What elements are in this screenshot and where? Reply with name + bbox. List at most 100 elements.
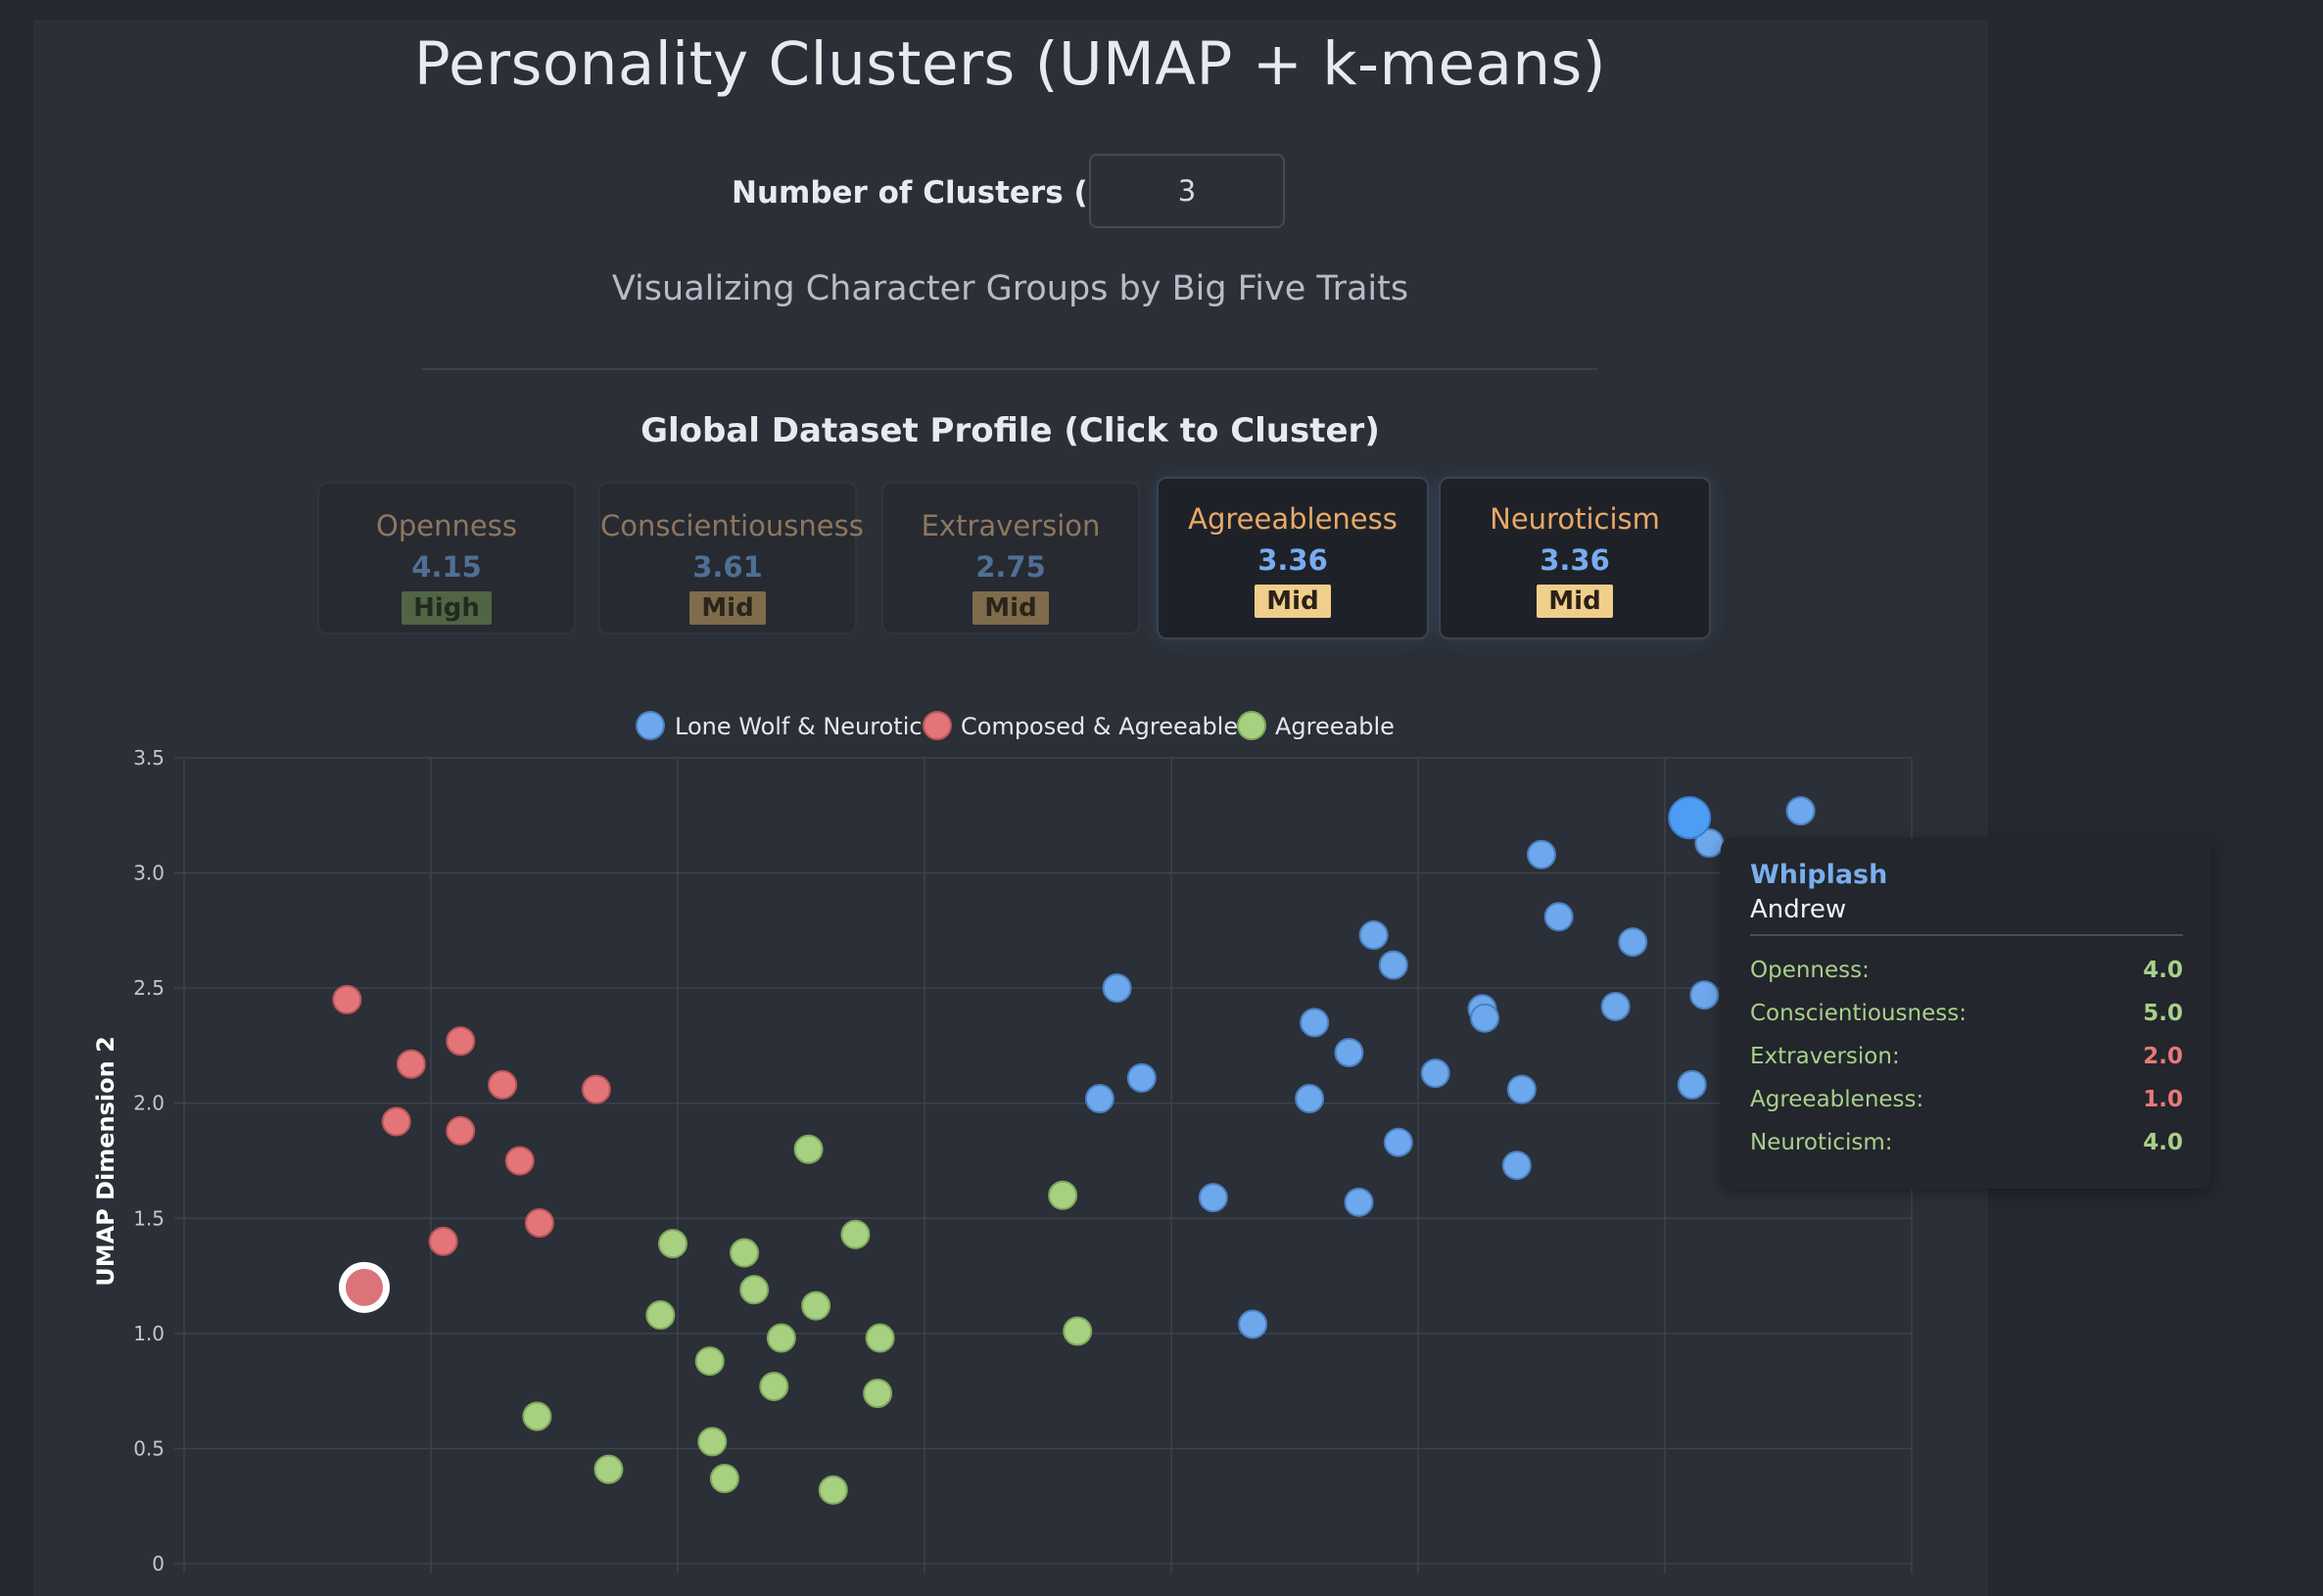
data-point[interactable] bbox=[1378, 950, 1408, 980]
trait-name: Extraversion bbox=[921, 509, 1101, 542]
y-tick-label: 0 bbox=[152, 1552, 165, 1575]
y-axis-label: UMAP Dimension 2 bbox=[92, 1036, 119, 1287]
data-point[interactable] bbox=[446, 1026, 476, 1056]
k-input[interactable] bbox=[1089, 154, 1285, 228]
data-point[interactable] bbox=[709, 1463, 739, 1493]
data-point[interactable] bbox=[730, 1238, 760, 1268]
data-point[interactable] bbox=[1383, 1127, 1413, 1157]
trait-card-openness[interactable]: Openness 4.15 High bbox=[317, 482, 576, 634]
tooltip-row-label: Agreeableness: bbox=[1750, 1087, 1924, 1112]
data-point[interactable] bbox=[1501, 1150, 1532, 1181]
data-point[interactable] bbox=[1238, 1309, 1268, 1339]
legend-label-composed[interactable]: Composed & Agreeable bbox=[961, 713, 1238, 740]
y-tick-label: 2.0 bbox=[133, 1092, 165, 1115]
tooltip-subtitle: Andrew bbox=[1750, 895, 1847, 924]
tooltip-row-label: Extraversion: bbox=[1750, 1044, 1900, 1069]
data-point[interactable] bbox=[1126, 1062, 1157, 1093]
point-tooltip: Whiplash Andrew Openness: 4.0 Conscienti… bbox=[1721, 838, 2211, 1189]
data-point[interactable] bbox=[1470, 1003, 1500, 1033]
y-tick-label: 3.0 bbox=[133, 862, 165, 885]
trait-card-conscientiousness[interactable]: Conscientiousness 3.61 Mid bbox=[598, 482, 864, 634]
data-point[interactable] bbox=[697, 1427, 728, 1457]
legend-label-lone-wolf[interactable]: Lone Wolf & Neurotic bbox=[675, 713, 923, 740]
data-point[interactable] bbox=[524, 1207, 554, 1238]
trait-card-neuroticism[interactable]: Neuroticism 3.36 Mid bbox=[1439, 477, 1711, 639]
data-point[interactable] bbox=[1785, 796, 1816, 826]
data-point[interactable] bbox=[446, 1115, 476, 1146]
legend-label-agreeable[interactable]: Agreeable bbox=[1275, 713, 1395, 740]
k-label: Number of Clusters (k): bbox=[732, 175, 1134, 211]
legend-swatch-lone-wolf[interactable] bbox=[636, 711, 665, 740]
data-point[interactable] bbox=[801, 1291, 831, 1321]
tooltip-row-extraversion: Extraversion: 2.0 bbox=[1750, 1044, 2183, 1075]
tooltip-row-value: 4.0 bbox=[2143, 958, 2183, 983]
tooltip-row-value: 1.0 bbox=[2143, 1087, 2183, 1112]
data-point[interactable] bbox=[863, 1378, 893, 1408]
data-point[interactable] bbox=[1358, 920, 1389, 951]
trait-name: Conscientiousness bbox=[600, 509, 864, 542]
data-point[interactable] bbox=[381, 1106, 411, 1137]
data-point[interactable] bbox=[522, 1401, 552, 1432]
data-point[interactable] bbox=[1618, 927, 1648, 958]
page-title: Personality Clusters (UMAP + k-means) bbox=[413, 29, 1607, 99]
data-point[interactable] bbox=[793, 1134, 824, 1164]
data-point[interactable] bbox=[766, 1323, 796, 1353]
trait-name: Neuroticism bbox=[1490, 502, 1660, 536]
data-point[interactable] bbox=[396, 1049, 426, 1079]
trait-card-agreeableness[interactable]: Agreeableness 3.36 Mid bbox=[1157, 477, 1429, 639]
data-point[interactable] bbox=[739, 1275, 770, 1305]
data-point[interactable] bbox=[1344, 1187, 1374, 1217]
y-tick-label: 2.5 bbox=[133, 976, 165, 1000]
data-point[interactable] bbox=[1600, 991, 1631, 1021]
legend-swatch-agreeable[interactable] bbox=[1237, 711, 1266, 740]
data-point[interactable] bbox=[657, 1229, 687, 1259]
tooltip-row-conscientiousness: Conscientiousness: 5.0 bbox=[1750, 1001, 2183, 1032]
data-point[interactable] bbox=[593, 1454, 624, 1484]
data-point[interactable] bbox=[1295, 1084, 1325, 1114]
data-point[interactable] bbox=[1063, 1316, 1093, 1346]
data-point[interactable] bbox=[1048, 1180, 1078, 1210]
data-point[interactable] bbox=[1420, 1058, 1450, 1089]
trait-card-extraversion[interactable]: Extraversion 2.75 Mid bbox=[881, 482, 1140, 634]
data-point-selected[interactable] bbox=[345, 1268, 383, 1306]
data-point[interactable] bbox=[488, 1069, 518, 1100]
data-point[interactable] bbox=[645, 1300, 676, 1331]
data-point[interactable] bbox=[1300, 1008, 1330, 1038]
data-point[interactable] bbox=[1527, 839, 1556, 869]
data-point[interactable] bbox=[1102, 973, 1132, 1004]
data-point[interactable] bbox=[1506, 1074, 1537, 1104]
tooltip-row-agreeableness: Agreeableness: 1.0 bbox=[1750, 1087, 2183, 1118]
tooltip-row-value: 2.0 bbox=[2143, 1044, 2183, 1069]
trait-name: Agreeableness bbox=[1188, 502, 1398, 536]
data-point[interactable] bbox=[332, 984, 362, 1014]
data-point-hovered[interactable] bbox=[1668, 796, 1712, 840]
tooltip-row-label: Neuroticism: bbox=[1750, 1130, 1893, 1155]
y-tick-label: 0.5 bbox=[133, 1436, 165, 1460]
y-axis-ticks: 0 0.5 1.0 1.5 2.0 2.5 3.0 3.5 bbox=[133, 746, 165, 1575]
legend-swatch-composed[interactable] bbox=[923, 711, 952, 740]
data-point[interactable] bbox=[840, 1219, 871, 1249]
divider bbox=[422, 368, 1597, 370]
page-subtitle: Visualizing Character Groups by Big Five… bbox=[611, 269, 1409, 308]
data-point[interactable] bbox=[694, 1346, 725, 1377]
data-point[interactable] bbox=[865, 1323, 895, 1353]
trait-value: 3.61 bbox=[692, 550, 763, 584]
trait-value: 3.36 bbox=[1540, 543, 1610, 577]
data-point[interactable] bbox=[1198, 1183, 1228, 1213]
tooltip-row-label: Conscientiousness: bbox=[1750, 1001, 1967, 1026]
y-tick-label: 3.5 bbox=[133, 746, 165, 770]
trait-value: 3.36 bbox=[1257, 543, 1328, 577]
data-point[interactable] bbox=[428, 1226, 458, 1256]
data-point[interactable] bbox=[1689, 980, 1720, 1010]
y-tick-label: 1.5 bbox=[133, 1206, 165, 1230]
data-point[interactable] bbox=[818, 1475, 848, 1505]
data-point[interactable] bbox=[1084, 1084, 1114, 1114]
data-point[interactable] bbox=[1334, 1037, 1364, 1067]
data-point[interactable] bbox=[504, 1146, 535, 1176]
data-point[interactable] bbox=[1543, 902, 1574, 932]
data-point[interactable] bbox=[1677, 1069, 1707, 1100]
trait-value: 2.75 bbox=[975, 550, 1046, 584]
data-point[interactable] bbox=[759, 1371, 789, 1401]
data-point[interactable] bbox=[581, 1074, 611, 1104]
